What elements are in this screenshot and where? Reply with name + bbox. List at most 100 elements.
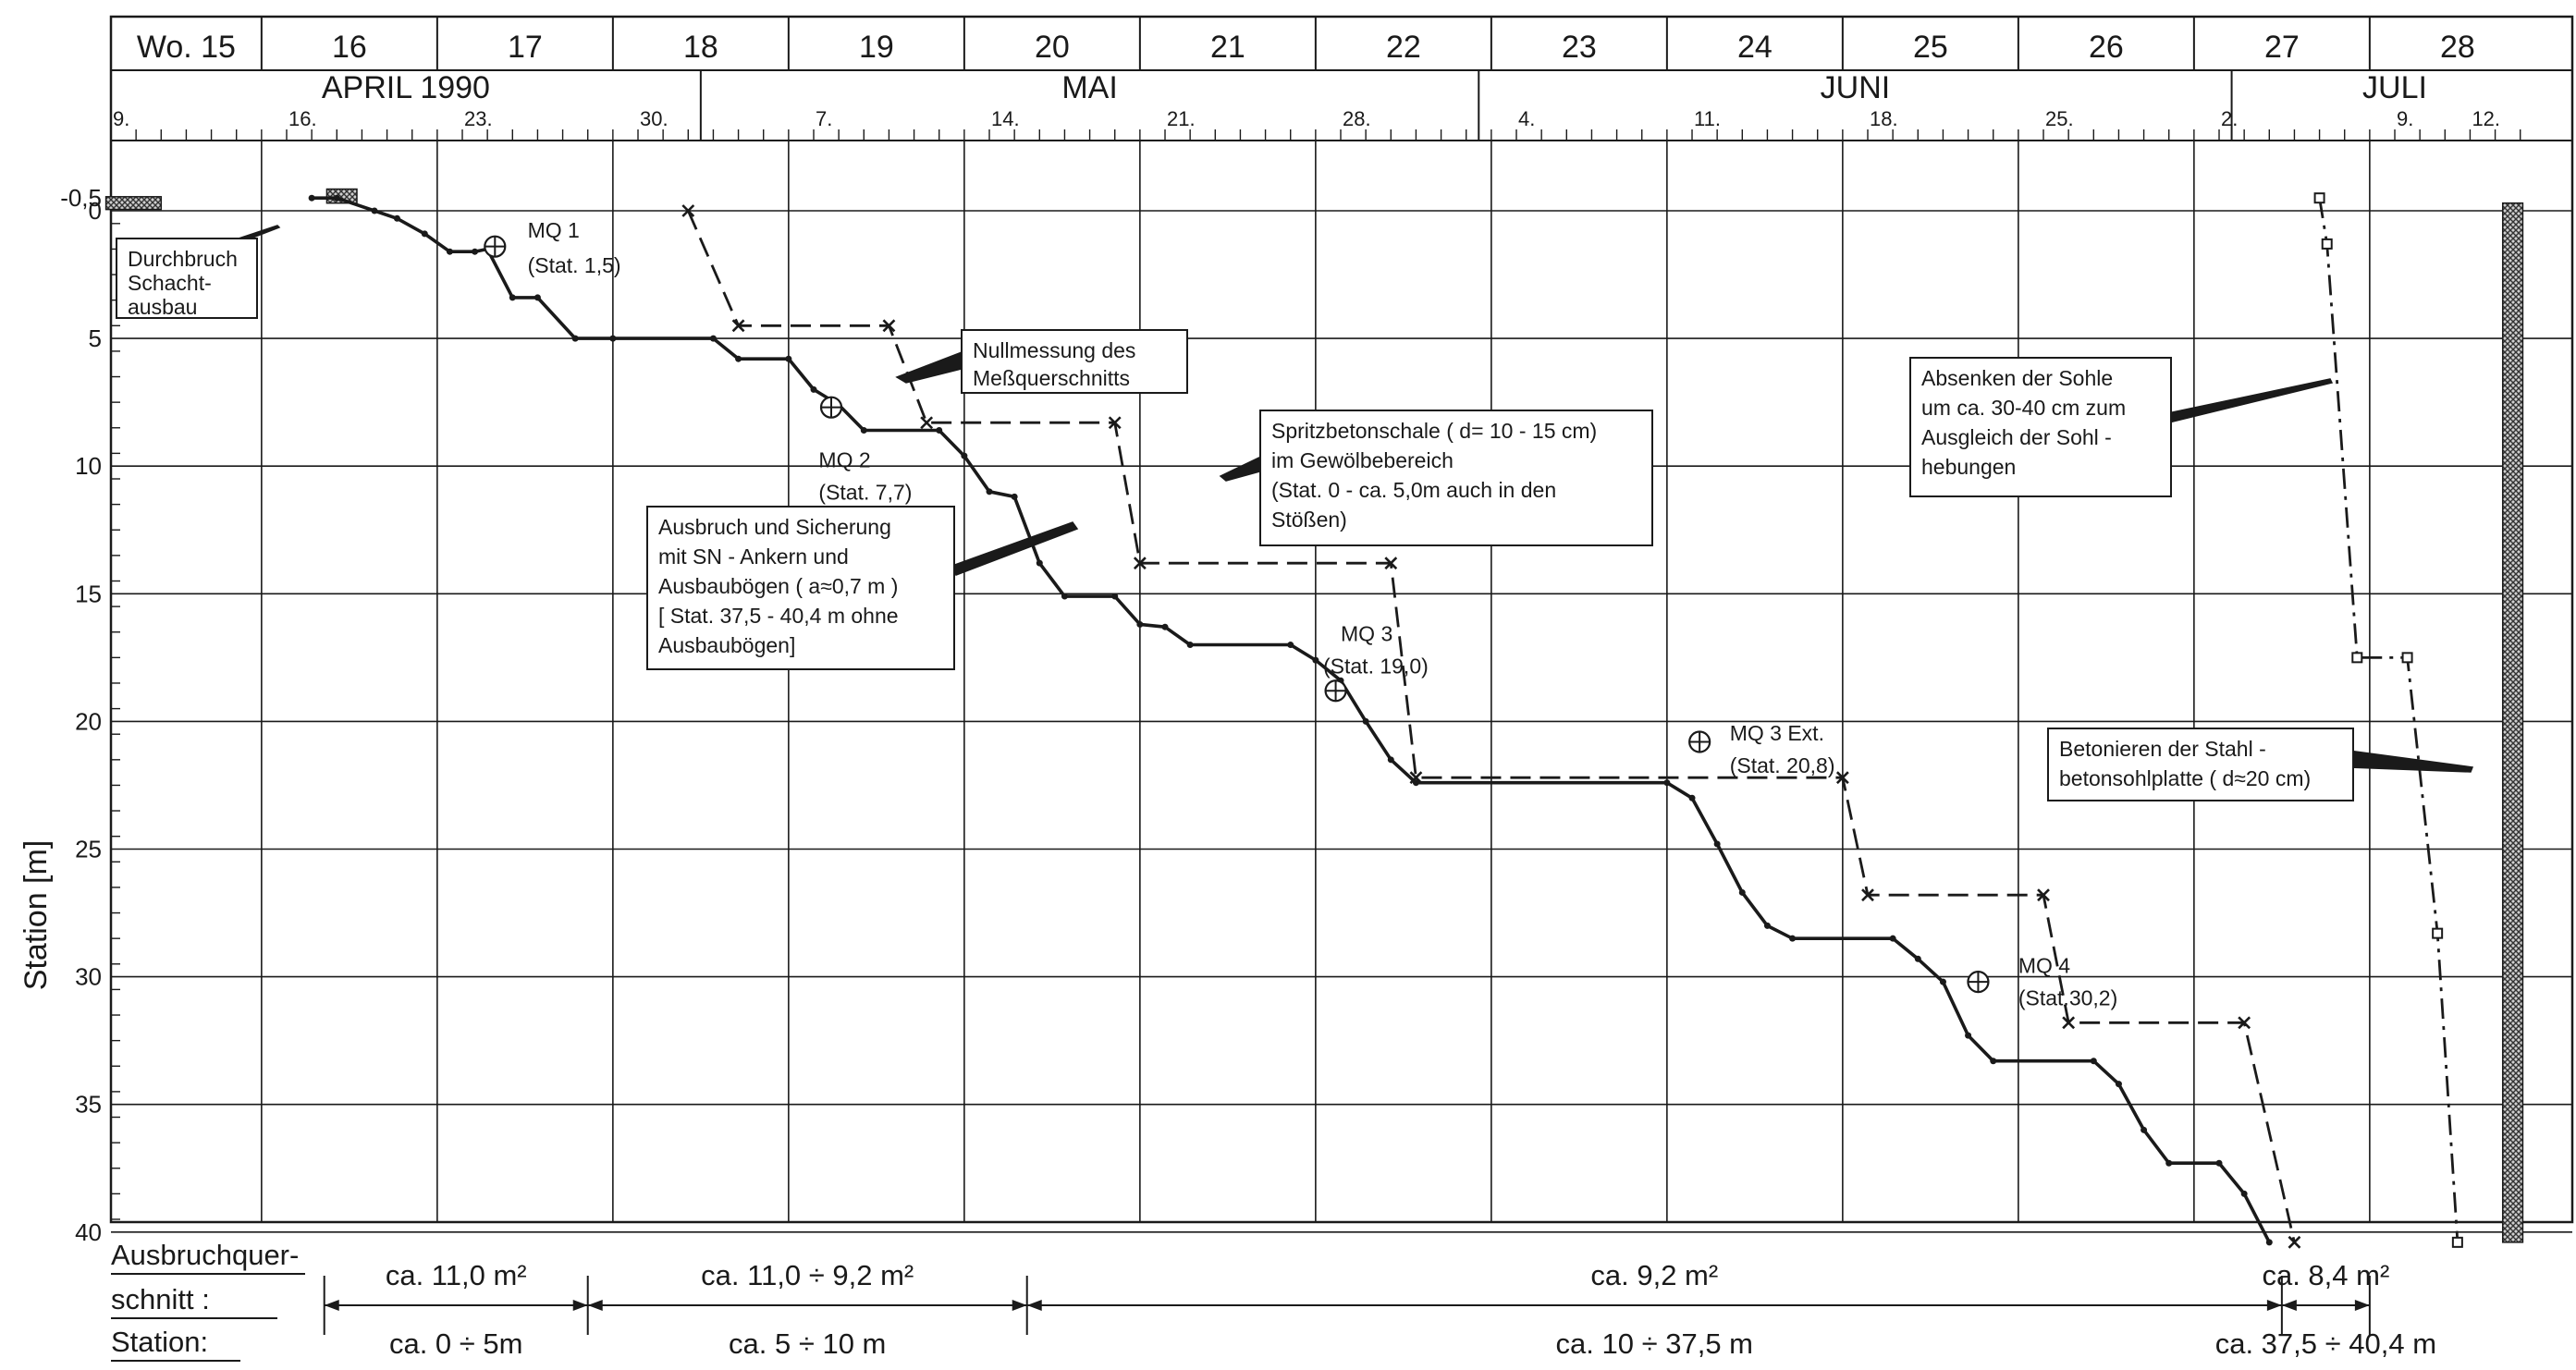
- nullmessung-text: Meßquerschnitts: [973, 366, 1130, 390]
- betonieren-box: [2047, 728, 2354, 801]
- ausbruch-text: Ausbruch und Sicherung: [658, 515, 891, 539]
- durchbruch-text: Durchbruch: [128, 247, 238, 271]
- spritzbeton-point: [1133, 557, 1147, 570]
- ausbruch-point: [1061, 593, 1068, 600]
- footer-station: ca. 37,5 ÷ 40,4 m: [2215, 1327, 2436, 1360]
- ausbruch-point: [308, 194, 315, 202]
- ausbruch-point: [986, 488, 993, 495]
- marker-bars: [104, 188, 2524, 1243]
- station-axis: -0,50 5 10 15 20 25 30 35 40: [60, 184, 102, 1246]
- week-label: 16: [332, 30, 367, 65]
- ausbruch-point: [961, 452, 968, 459]
- sohle-point: [2321, 238, 2333, 250]
- spritzbeton-point: [1409, 771, 1423, 785]
- ausbruch-point: [2141, 1126, 2148, 1133]
- ausbruch-point: [393, 214, 400, 222]
- durchbruch-bar: [104, 196, 163, 211]
- y-tick-label: 20: [75, 707, 102, 735]
- sohle-leader: [2163, 378, 2334, 424]
- measurement-stat: (Stat. 7,7): [818, 481, 912, 505]
- ausbruch-point: [785, 355, 792, 362]
- ausbruch-point: [1287, 642, 1294, 649]
- y-tick-label: 35: [75, 1091, 102, 1119]
- day-label: 12.: [2472, 107, 2500, 130]
- day-label: 9.: [2397, 107, 2413, 130]
- ausbruch-point: [421, 230, 428, 238]
- ausbruch-point: [1688, 794, 1696, 801]
- week-label: 28: [2440, 30, 2475, 65]
- week-label: 19: [859, 30, 894, 65]
- month-label: APRIL 1990: [322, 70, 490, 105]
- month-label: JULI: [2362, 70, 2427, 105]
- ausbruch-leader: [951, 521, 1079, 576]
- spritzbeton-point: [681, 204, 695, 217]
- footer-arrowhead: [2266, 1300, 2282, 1311]
- y-tick-label: 25: [75, 836, 102, 863]
- day-label: 9.: [113, 107, 129, 130]
- sohle-point: [2432, 927, 2444, 939]
- sohle-box: [1909, 357, 2172, 497]
- spritzbeton-point: [1384, 557, 1398, 570]
- footer-station: ca. 10 ÷ 37,5 m: [1556, 1327, 1753, 1360]
- series-ausbruch: [312, 196, 2271, 1243]
- day-label: 14.: [991, 107, 1020, 130]
- ausbruch-point: [1186, 642, 1194, 649]
- footer-label-3: Station:: [111, 1326, 208, 1358]
- ausbruch-point: [1011, 493, 1018, 500]
- spritzbeton-point: [2062, 1016, 2076, 1030]
- sohle-text: Absenken der Sohle: [1921, 366, 2113, 390]
- week-label: 24: [1737, 30, 1773, 65]
- sohle-text: hebungen: [1921, 455, 2016, 479]
- ausbruch-point: [1713, 840, 1721, 848]
- day-label: 4.: [1518, 107, 1535, 130]
- ausbruch-point: [2165, 1159, 2173, 1167]
- footer-arrowhead: [324, 1300, 339, 1311]
- footer-area: ca. 9,2 m²: [1590, 1259, 1718, 1291]
- measurement-cross: [485, 236, 506, 257]
- spritzbeton-text: im Gewölbebereich: [1271, 448, 1454, 472]
- week-label: 17: [508, 30, 543, 65]
- footer-station: ca. 5 ÷ 10 m: [729, 1327, 886, 1360]
- footer-arrowhead: [1012, 1300, 1027, 1311]
- measurement-cross: [1325, 680, 1346, 702]
- ausbruch-box: [646, 506, 955, 670]
- betonieren-leader: [2348, 750, 2474, 773]
- ausbruch-point: [1738, 888, 1746, 896]
- ausbruch-point: [2215, 1159, 2223, 1167]
- spritzbeton-point: [1108, 416, 1122, 430]
- measurement-label: MQ 4: [2018, 953, 2070, 977]
- sohle-point: [2401, 652, 2413, 664]
- week-label: 26: [2089, 30, 2124, 65]
- time-axis-header: Wo. 15 16 17 18 19 20 21 22 23 24 25 26 27 28 APRIL 19…: [113, 30, 2500, 130]
- ausbruch-point: [709, 335, 717, 342]
- plot-frame: [109, 15, 2574, 1224]
- week-label: 25: [1913, 30, 1948, 65]
- day-label: 28.: [1343, 107, 1371, 130]
- spritzbeton-box: [1259, 410, 1653, 546]
- footer-label-2: schnitt :: [111, 1283, 210, 1315]
- durchbruch-box: [116, 238, 258, 319]
- ausbruch-text: mit SN - Ankern und: [658, 544, 849, 569]
- week-label: 21: [1210, 30, 1245, 65]
- measurement-stat: (Stat. 20,8): [1730, 753, 1835, 777]
- day-label: 30.: [640, 107, 669, 130]
- spritzbeton-text: (Stat. 0 - ca. 5,0m auch in den: [1271, 478, 1556, 502]
- ausbruch-point: [2090, 1058, 2097, 1065]
- ausbruch-point: [472, 248, 479, 255]
- ausbruch-point: [1412, 779, 1419, 787]
- series-group: [308, 192, 2463, 1249]
- day-label: 11.: [1694, 107, 1721, 130]
- spritzbeton-text: Spritzbetonschale ( d= 10 - 15 cm): [1271, 419, 1597, 443]
- series-sohle: [2318, 197, 2459, 1242]
- footer-table: Ausbruchquer-schnitt : Station: ca. 11,0 m…: [111, 1239, 2436, 1362]
- measurement-stat: (Stat. 1,5): [528, 253, 621, 277]
- day-label: 7.: [816, 107, 832, 130]
- week-label: Wo. 15: [137, 30, 236, 65]
- ausbruch-point: [1990, 1058, 1997, 1065]
- chart-grid: [109, 15, 2574, 1233]
- ausbruch-point: [1136, 620, 1144, 628]
- spritzbeton-point: [2037, 888, 2050, 902]
- ausbruch-point: [1763, 922, 1771, 929]
- betonieren-text: betonsohlplatte ( d≈20 cm): [2059, 766, 2311, 790]
